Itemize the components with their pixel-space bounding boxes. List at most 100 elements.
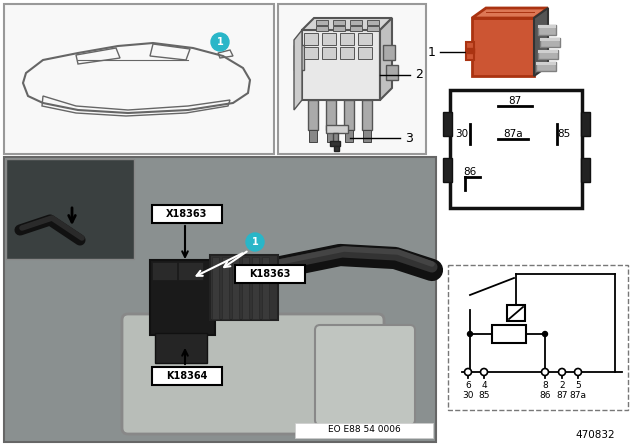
Bar <box>178 262 203 280</box>
Text: 4: 4 <box>481 380 487 389</box>
Text: 87a: 87a <box>570 392 586 401</box>
Polygon shape <box>294 30 302 110</box>
Text: 1: 1 <box>428 46 436 59</box>
Bar <box>581 112 590 136</box>
Text: 1: 1 <box>216 37 223 47</box>
Bar <box>155 333 207 363</box>
Bar <box>4 4 274 154</box>
Bar <box>222 257 229 319</box>
Text: 86: 86 <box>540 392 551 401</box>
Bar <box>212 257 219 319</box>
Text: 1: 1 <box>252 237 259 247</box>
Circle shape <box>481 369 488 375</box>
Text: 87: 87 <box>556 392 568 401</box>
Bar <box>581 158 590 182</box>
Text: 87: 87 <box>508 96 522 106</box>
Polygon shape <box>367 26 379 31</box>
Circle shape <box>467 332 472 336</box>
Text: K18364: K18364 <box>166 371 208 381</box>
Bar <box>333 133 338 143</box>
Text: 5: 5 <box>575 380 581 389</box>
Text: K18363: K18363 <box>250 269 291 279</box>
Bar <box>538 50 558 53</box>
Bar <box>210 255 278 320</box>
Bar <box>334 146 339 151</box>
Polygon shape <box>333 20 345 25</box>
Text: 86: 86 <box>463 167 477 177</box>
Polygon shape <box>316 26 328 31</box>
Bar <box>443 158 452 182</box>
Bar <box>4 157 436 442</box>
Bar <box>340 47 354 59</box>
Polygon shape <box>534 8 548 76</box>
Bar <box>150 260 215 335</box>
Bar <box>358 47 372 59</box>
Bar <box>466 42 474 60</box>
Bar <box>322 33 336 45</box>
Bar <box>507 305 525 321</box>
Bar <box>304 47 318 59</box>
Polygon shape <box>316 20 328 25</box>
Text: 470832: 470832 <box>575 430 615 440</box>
Text: 85: 85 <box>557 129 571 139</box>
Circle shape <box>211 33 229 51</box>
Bar <box>330 141 340 146</box>
Bar <box>152 262 177 280</box>
Text: 85: 85 <box>478 392 490 401</box>
Bar <box>386 65 398 80</box>
Bar <box>472 18 534 76</box>
Bar <box>448 265 628 410</box>
Text: 2: 2 <box>415 69 423 82</box>
Bar <box>152 367 222 385</box>
Bar <box>295 423 433 438</box>
Bar <box>340 33 354 45</box>
Bar <box>536 62 556 71</box>
Bar <box>308 100 318 130</box>
Circle shape <box>465 369 472 375</box>
Bar <box>278 4 426 154</box>
Bar <box>540 38 560 47</box>
Bar <box>358 33 372 45</box>
Bar <box>302 30 380 100</box>
FancyBboxPatch shape <box>315 325 415 425</box>
Bar <box>492 325 526 343</box>
Bar <box>235 265 305 283</box>
Bar <box>362 100 372 130</box>
Text: 2: 2 <box>559 380 565 389</box>
FancyBboxPatch shape <box>122 314 384 434</box>
Bar <box>540 38 560 41</box>
Text: EO E88 54 0006: EO E88 54 0006 <box>328 426 401 435</box>
Polygon shape <box>472 8 548 18</box>
Bar <box>538 25 556 35</box>
Polygon shape <box>350 20 362 25</box>
Text: X18363: X18363 <box>166 209 208 219</box>
Bar <box>536 62 556 65</box>
Bar <box>242 257 249 319</box>
Polygon shape <box>302 18 392 30</box>
Bar <box>326 100 336 130</box>
Bar <box>345 130 353 142</box>
Bar <box>443 112 452 136</box>
Bar <box>466 48 474 53</box>
Bar <box>327 130 335 142</box>
Bar <box>383 45 395 60</box>
Circle shape <box>246 233 264 251</box>
Bar <box>262 257 269 319</box>
Circle shape <box>541 369 548 375</box>
Text: 30: 30 <box>456 129 468 139</box>
Bar <box>304 33 318 45</box>
Bar <box>309 130 317 142</box>
Circle shape <box>559 369 566 375</box>
Bar <box>252 257 259 319</box>
Bar <box>322 47 336 59</box>
Bar <box>538 50 558 59</box>
Bar <box>6 159 134 259</box>
Text: 6: 6 <box>465 380 471 389</box>
Bar <box>294 45 304 70</box>
Text: 87a: 87a <box>503 129 523 139</box>
Bar <box>344 100 354 130</box>
Text: 30: 30 <box>462 392 474 401</box>
Circle shape <box>575 369 582 375</box>
Bar <box>152 205 222 223</box>
Polygon shape <box>380 18 392 100</box>
